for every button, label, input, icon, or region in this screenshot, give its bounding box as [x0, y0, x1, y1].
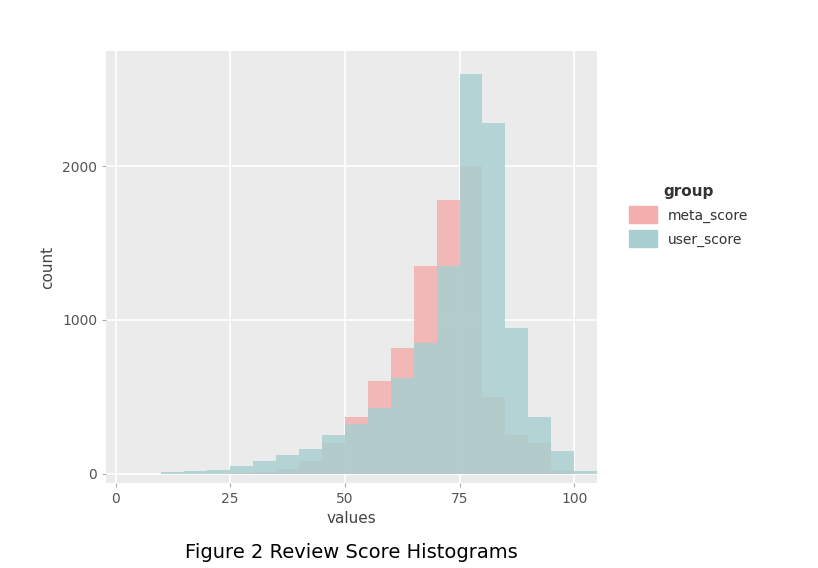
Bar [414, 343, 437, 474]
Bar [506, 435, 528, 474]
Bar [299, 461, 322, 474]
Bar [528, 417, 551, 474]
Bar [483, 123, 506, 474]
Bar [253, 461, 276, 474]
Bar [322, 435, 345, 474]
Bar [460, 166, 483, 474]
Bar [207, 470, 230, 474]
Bar [437, 200, 460, 474]
X-axis label: values: values [327, 511, 376, 527]
Bar [551, 470, 574, 474]
Bar [574, 470, 597, 474]
Bar [345, 424, 368, 474]
Bar [253, 473, 276, 474]
Bar [299, 449, 322, 474]
Text: Figure 2 Review Score Histograms: Figure 2 Review Score Histograms [186, 544, 518, 562]
Legend: meta_score, user_score: meta_score, user_score [623, 179, 754, 253]
Bar [391, 348, 414, 474]
Bar [391, 378, 414, 474]
Bar [506, 328, 528, 474]
Bar [322, 443, 345, 474]
Bar [368, 381, 391, 474]
Y-axis label: count: count [40, 245, 56, 289]
Bar [161, 472, 184, 474]
Bar [528, 443, 551, 474]
Bar [437, 266, 460, 474]
Bar [460, 74, 483, 474]
Bar [276, 469, 299, 474]
Bar [414, 266, 437, 474]
Bar [551, 450, 574, 474]
Bar [276, 455, 299, 474]
Bar [368, 407, 391, 474]
Bar [483, 397, 506, 474]
Bar [230, 466, 253, 474]
Bar [345, 417, 368, 474]
Bar [184, 471, 207, 474]
